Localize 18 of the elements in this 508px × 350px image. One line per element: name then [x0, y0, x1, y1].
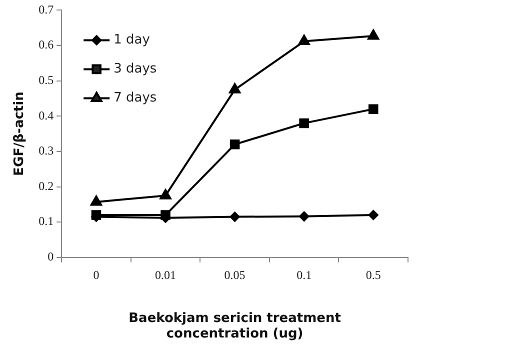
x-tick-label: 0.5: [366, 268, 381, 282]
legend-label: 1 day: [114, 32, 150, 48]
x-tick-label: 0.1: [296, 268, 312, 282]
y-tick-label: 0.7: [38, 2, 54, 16]
y-tick-label: 0.5: [38, 72, 54, 87]
y-tick-label: 0.1: [38, 214, 54, 228]
y-tick-label: 0.3: [38, 144, 54, 158]
y-tick-label: 0.4: [38, 108, 54, 122]
y-tick-label: 0.2: [38, 178, 54, 193]
y-tick-label: 0.6: [38, 38, 54, 52]
x-axis-title: Baekokjam sericin treatment concentration (ug): [128, 310, 341, 342]
y-axis-title: EGF/β-actin: [12, 92, 28, 176]
x-tick-label: 0.01: [155, 268, 176, 282]
legend-label: 3 days: [114, 62, 157, 77]
y-tick-label: 0: [48, 250, 54, 264]
x-tick-label: 0.05: [224, 268, 246, 282]
x-tick-label: 0: [93, 268, 100, 282]
legend-label: 7 days: [114, 90, 157, 106]
